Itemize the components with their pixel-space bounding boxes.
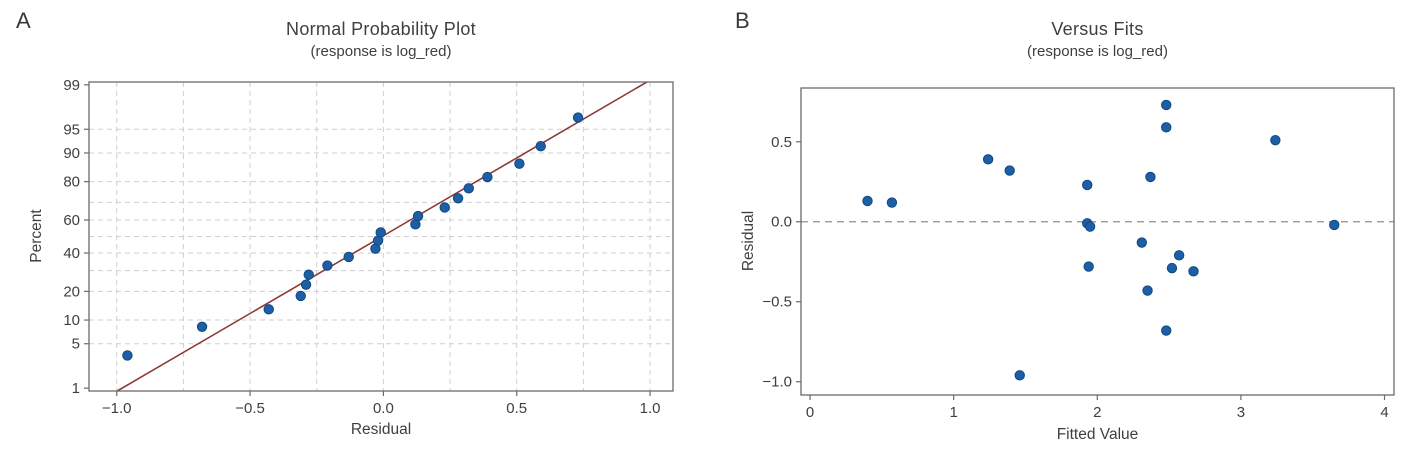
panel-a-x-axis-label: Residual	[350, 421, 412, 438]
y-tick-label: −1.0	[762, 374, 792, 391]
plot-frame	[88, 81, 674, 392]
panel-b-label: B	[735, 8, 750, 33]
data-point	[1083, 261, 1094, 272]
panel-b-plot-area: 0 1 2 3 4 0.5 0.0 −0.5 −1.0	[762, 87, 1395, 421]
data-point	[1161, 325, 1172, 336]
x-tick-label: 1	[949, 404, 957, 421]
data-point	[412, 210, 424, 222]
x-tick-label: 2	[1093, 404, 1101, 421]
plot-frame	[800, 87, 1395, 396]
data-point	[1084, 221, 1096, 232]
data-point	[1136, 237, 1148, 248]
x-tick-label: 0.0	[373, 400, 394, 417]
data-point	[295, 290, 306, 302]
data-point	[1161, 122, 1172, 133]
panel-b-x-axis-label: Fitted Value	[1056, 426, 1139, 443]
data-point	[1188, 266, 1199, 277]
data-point	[982, 154, 994, 165]
data-point	[1082, 179, 1093, 191]
y-tick-label: 10	[63, 312, 80, 329]
y-tick-label: 5	[72, 336, 80, 353]
data-point	[452, 193, 464, 204]
data-point	[375, 227, 386, 238]
panel-b-title: Versus Fits	[1051, 19, 1144, 39]
data-point	[1145, 171, 1156, 183]
y-tick-label: 95	[63, 121, 80, 138]
y-tick-label: 20	[63, 283, 80, 300]
data-point	[122, 350, 133, 361]
data-point	[1004, 165, 1015, 176]
y-tick-label: 90	[63, 145, 80, 162]
data-point	[1014, 370, 1025, 381]
y-tick-label: −0.5	[762, 294, 792, 311]
data-point	[300, 279, 312, 290]
y-tick-label: 40	[63, 245, 80, 262]
panel-a-plot-area: −1.0 −0.5 0.0 0.5 1.0 99 95 90 80 60 40 20 10 5 1	[63, 77, 674, 417]
data-point	[303, 269, 314, 280]
panel-b-subtitle: (response is log_red)	[1027, 43, 1168, 60]
data-point	[514, 158, 525, 169]
data-point	[1166, 262, 1178, 274]
panel-a-subtitle: (response is log_red)	[310, 43, 452, 60]
data-point	[535, 141, 546, 152]
y-tick-label: 80	[63, 174, 80, 191]
x-tick-label: 0.5	[506, 400, 527, 417]
data-point	[482, 171, 493, 183]
x-tick-label: 1.0	[640, 400, 661, 417]
x-tick-label: −1.0	[102, 400, 132, 417]
x-tick-label: 0	[806, 404, 814, 421]
data-point	[343, 251, 354, 263]
data-point	[463, 183, 474, 194]
data-point	[322, 260, 333, 271]
data-point	[572, 112, 584, 123]
data-point	[196, 321, 208, 332]
data-point	[886, 197, 898, 208]
panel-a: A Normal Probability Plot (response is l…	[0, 0, 712, 456]
panel-a-label: A	[16, 8, 31, 33]
y-tick-label: 0.0	[771, 214, 792, 231]
data-point	[263, 304, 274, 315]
data-point	[1173, 250, 1185, 261]
data-point	[439, 202, 450, 213]
panel-b: B Versus Fits (response is log_red) Resi…	[713, 0, 1425, 456]
y-tick-label: 99	[63, 77, 80, 94]
y-tick-label: 0.5	[771, 134, 792, 151]
data-point	[862, 195, 873, 207]
x-tick-label: −0.5	[235, 400, 265, 417]
panel-a-title: Normal Probability Plot	[286, 19, 476, 39]
y-tick-label: 1	[72, 380, 80, 397]
data-point	[1270, 134, 1281, 146]
x-tick-label: 4	[1380, 404, 1388, 421]
x-tick-label: 3	[1237, 404, 1245, 421]
data-point	[1142, 285, 1153, 296]
data-point	[1329, 219, 1340, 231]
y-tick-label: 60	[63, 212, 80, 229]
data-point	[1161, 99, 1172, 111]
